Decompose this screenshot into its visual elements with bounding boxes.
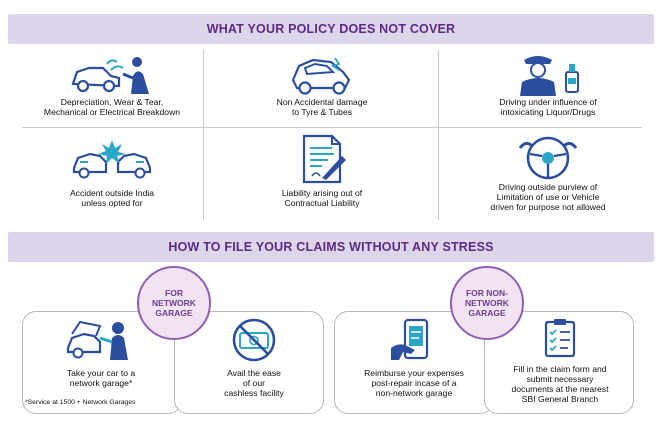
network-step-box [174,311,324,414]
exclusion-label: Liability arising out of Contractual Lia… [281,188,363,208]
network-garage-badge: FOR NETWORK GARAGE [137,266,211,340]
exclusion-limitation-of-use: Driving outside purview of Limitation of… [448,132,648,220]
damaged-car-icon [287,54,357,96]
claims-banner: HOW TO FILE YOUR CLAIMS WITHOUT ANY STRE… [8,232,654,262]
step-label: Avail the ease of our cashless facility [224,368,284,398]
contract-document-icon [292,134,352,184]
non-network-garage-badge: FOR NON- NETWORK GARAGE [450,266,524,340]
exclusion-label: Depreciation, Wear & Tear, Mechanical or… [43,97,181,117]
exclusion-contractual-liability: Liability arising out of Contractual Lia… [212,132,432,220]
non-network-step-reimburse: Reimburse your expenses post-repair inca… [340,318,488,398]
exclusion-label: Driving outside purview of Limitation of… [490,182,606,212]
mechanic-icon [66,318,136,360]
exclusion-intoxication: Driving under influence of intoxicating … [448,50,648,125]
phone-payment-icon [389,318,439,362]
no-cash-icon [229,318,279,362]
non-network-step-claim-form: Fill in the claim form and submit necess… [490,318,630,404]
exclusion-tyre-damage: Non Accidental damage to Tyre & Tubes [212,50,432,125]
drunk-driver-icon [510,52,586,96]
steering-wheel-icon [516,134,580,182]
car-breakdown-icon [67,54,157,96]
network-garage-note: *Service at 1500 + Network Garages [25,399,136,406]
exclusion-label: Accident outside India unless opted for [69,188,155,208]
exclusion-depreciation: Depreciation, Wear & Tear, Mechanical or… [28,50,196,125]
network-step-garage: Take your car to a network garage* [26,318,176,388]
network-step-cashless: Avail the ease of our cashless facility [184,318,324,398]
car-collision-icon [70,136,154,182]
step-label: Reimburse your expenses post-repair inca… [364,368,464,398]
claims-title: HOW TO FILE YOUR CLAIMS WITHOUT ANY STRE… [168,240,494,254]
exclusion-outside-india: Accident outside India unless opted for [28,132,196,220]
not-covered-banner: WHAT YOUR POLICY DOES NOT COVER [8,14,654,44]
claim-form-icon [538,318,582,358]
exclusion-label: Non Accidental damage to Tyre & Tubes [276,97,368,117]
not-covered-title: WHAT YOUR POLICY DOES NOT COVER [206,22,456,36]
row-divider [22,127,642,128]
column-divider [438,50,439,220]
step-label: Fill in the claim form and submit necess… [511,364,609,404]
column-divider [203,50,204,220]
step-label: Take your car to a network garage* [66,368,136,388]
exclusion-label: Driving under influence of intoxicating … [499,97,597,117]
